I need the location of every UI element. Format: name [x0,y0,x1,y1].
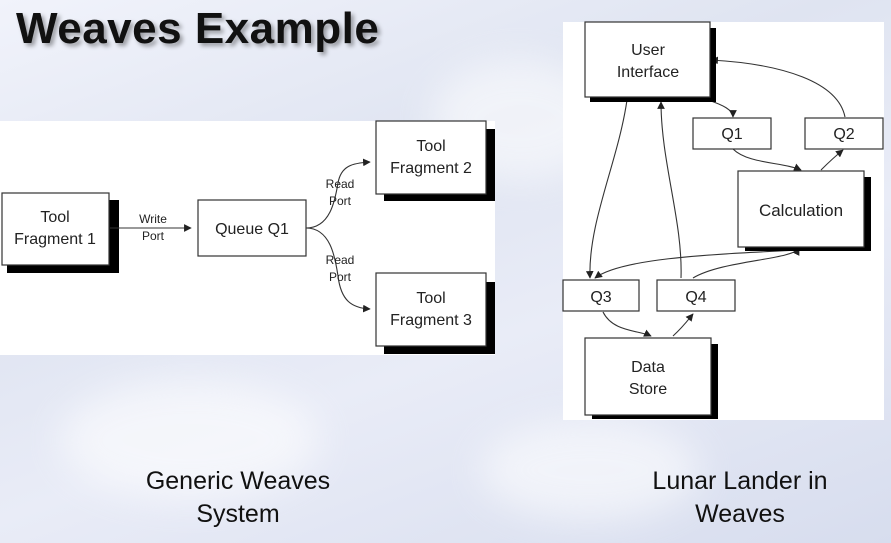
caption-line: System [196,500,280,528]
edge-label: Read [326,253,355,267]
q3-node: Q3 [562,279,640,312]
tool-fragment-3-node: Tool Fragment 3 [375,272,495,354]
node-label: Q1 [721,126,742,143]
node-label: Data [631,359,665,376]
background-cloud [60,380,320,500]
q2-to-ui-arrow [710,56,846,118]
queue-q1-node: Queue Q1 [197,199,307,257]
node-label: Q2 [833,126,854,143]
node-label: Fragment 2 [390,160,472,177]
background-cloud [480,420,700,520]
generic-weaves-diagram-svg: Tool Fragment 1 Write Port Queue Q1 Read… [1,120,495,354]
edge-label: Port [329,194,352,208]
calculation-to-q2-arrow [820,149,844,171]
data-store-node: Data Store [584,337,718,419]
node-label: Q4 [685,289,706,306]
node-label: Q3 [590,289,611,306]
node-label: Fragment 1 [14,231,96,248]
node-label: Fragment 3 [390,312,472,329]
node-label: Interface [617,64,679,81]
node-label: Tool [40,209,69,226]
calculation-node: Calculation [737,170,871,251]
q4-to-calculation-arrow [692,247,800,279]
read-port-arrow-top [305,158,371,229]
calculation-to-q3-arrow [594,249,800,279]
q3-to-data-store-arrow [602,311,652,337]
q1-node: Q1 [692,117,772,150]
caption-line: Lunar Lander in [652,467,828,495]
node-label: Tool [416,138,445,155]
right-diagram-caption: Lunar Lander in Weaves [630,465,850,531]
lunar-lander-diagram-svg: User Interface Q1 Q2 Calculation Q3 Q4 [562,21,884,419]
q1-to-calculation-arrow [732,148,802,171]
ui-to-q3-arrow [585,99,628,279]
q4-node: Q4 [656,279,736,312]
slide-title: Weaves Example [16,4,380,53]
generic-weaves-diagram: Tool Fragment 1 Write Port Queue Q1 Read… [0,120,495,355]
user-interface-node: User Interface [584,21,716,102]
left-diagram-caption: Generic Weaves System [118,465,358,531]
edge-label: Port [142,229,165,243]
edge-label: Port [329,270,352,284]
node-label: User [631,42,665,59]
caption-line: Weaves [695,500,785,528]
caption-line: Generic Weaves [145,467,331,495]
node-label: Queue Q1 [215,221,289,238]
read-port-arrow-bottom [305,227,371,313]
edge-label: Write [139,212,167,226]
tool-fragment-2-node: Tool Fragment 2 [375,120,495,201]
node-label: Calculation [759,201,843,220]
node-label: Store [629,381,667,398]
data-store-to-q4-arrow [672,313,694,337]
q4-to-ui-arrow [657,101,682,279]
node-label: Tool [416,290,445,307]
edge-label: Read [326,177,355,191]
tool-fragment-1-node: Tool Fragment 1 [1,192,119,273]
ui-to-q1-arrow [707,99,737,118]
q2-node: Q2 [804,117,884,150]
lunar-lander-diagram: User Interface Q1 Q2 Calculation Q3 Q4 [562,21,884,420]
